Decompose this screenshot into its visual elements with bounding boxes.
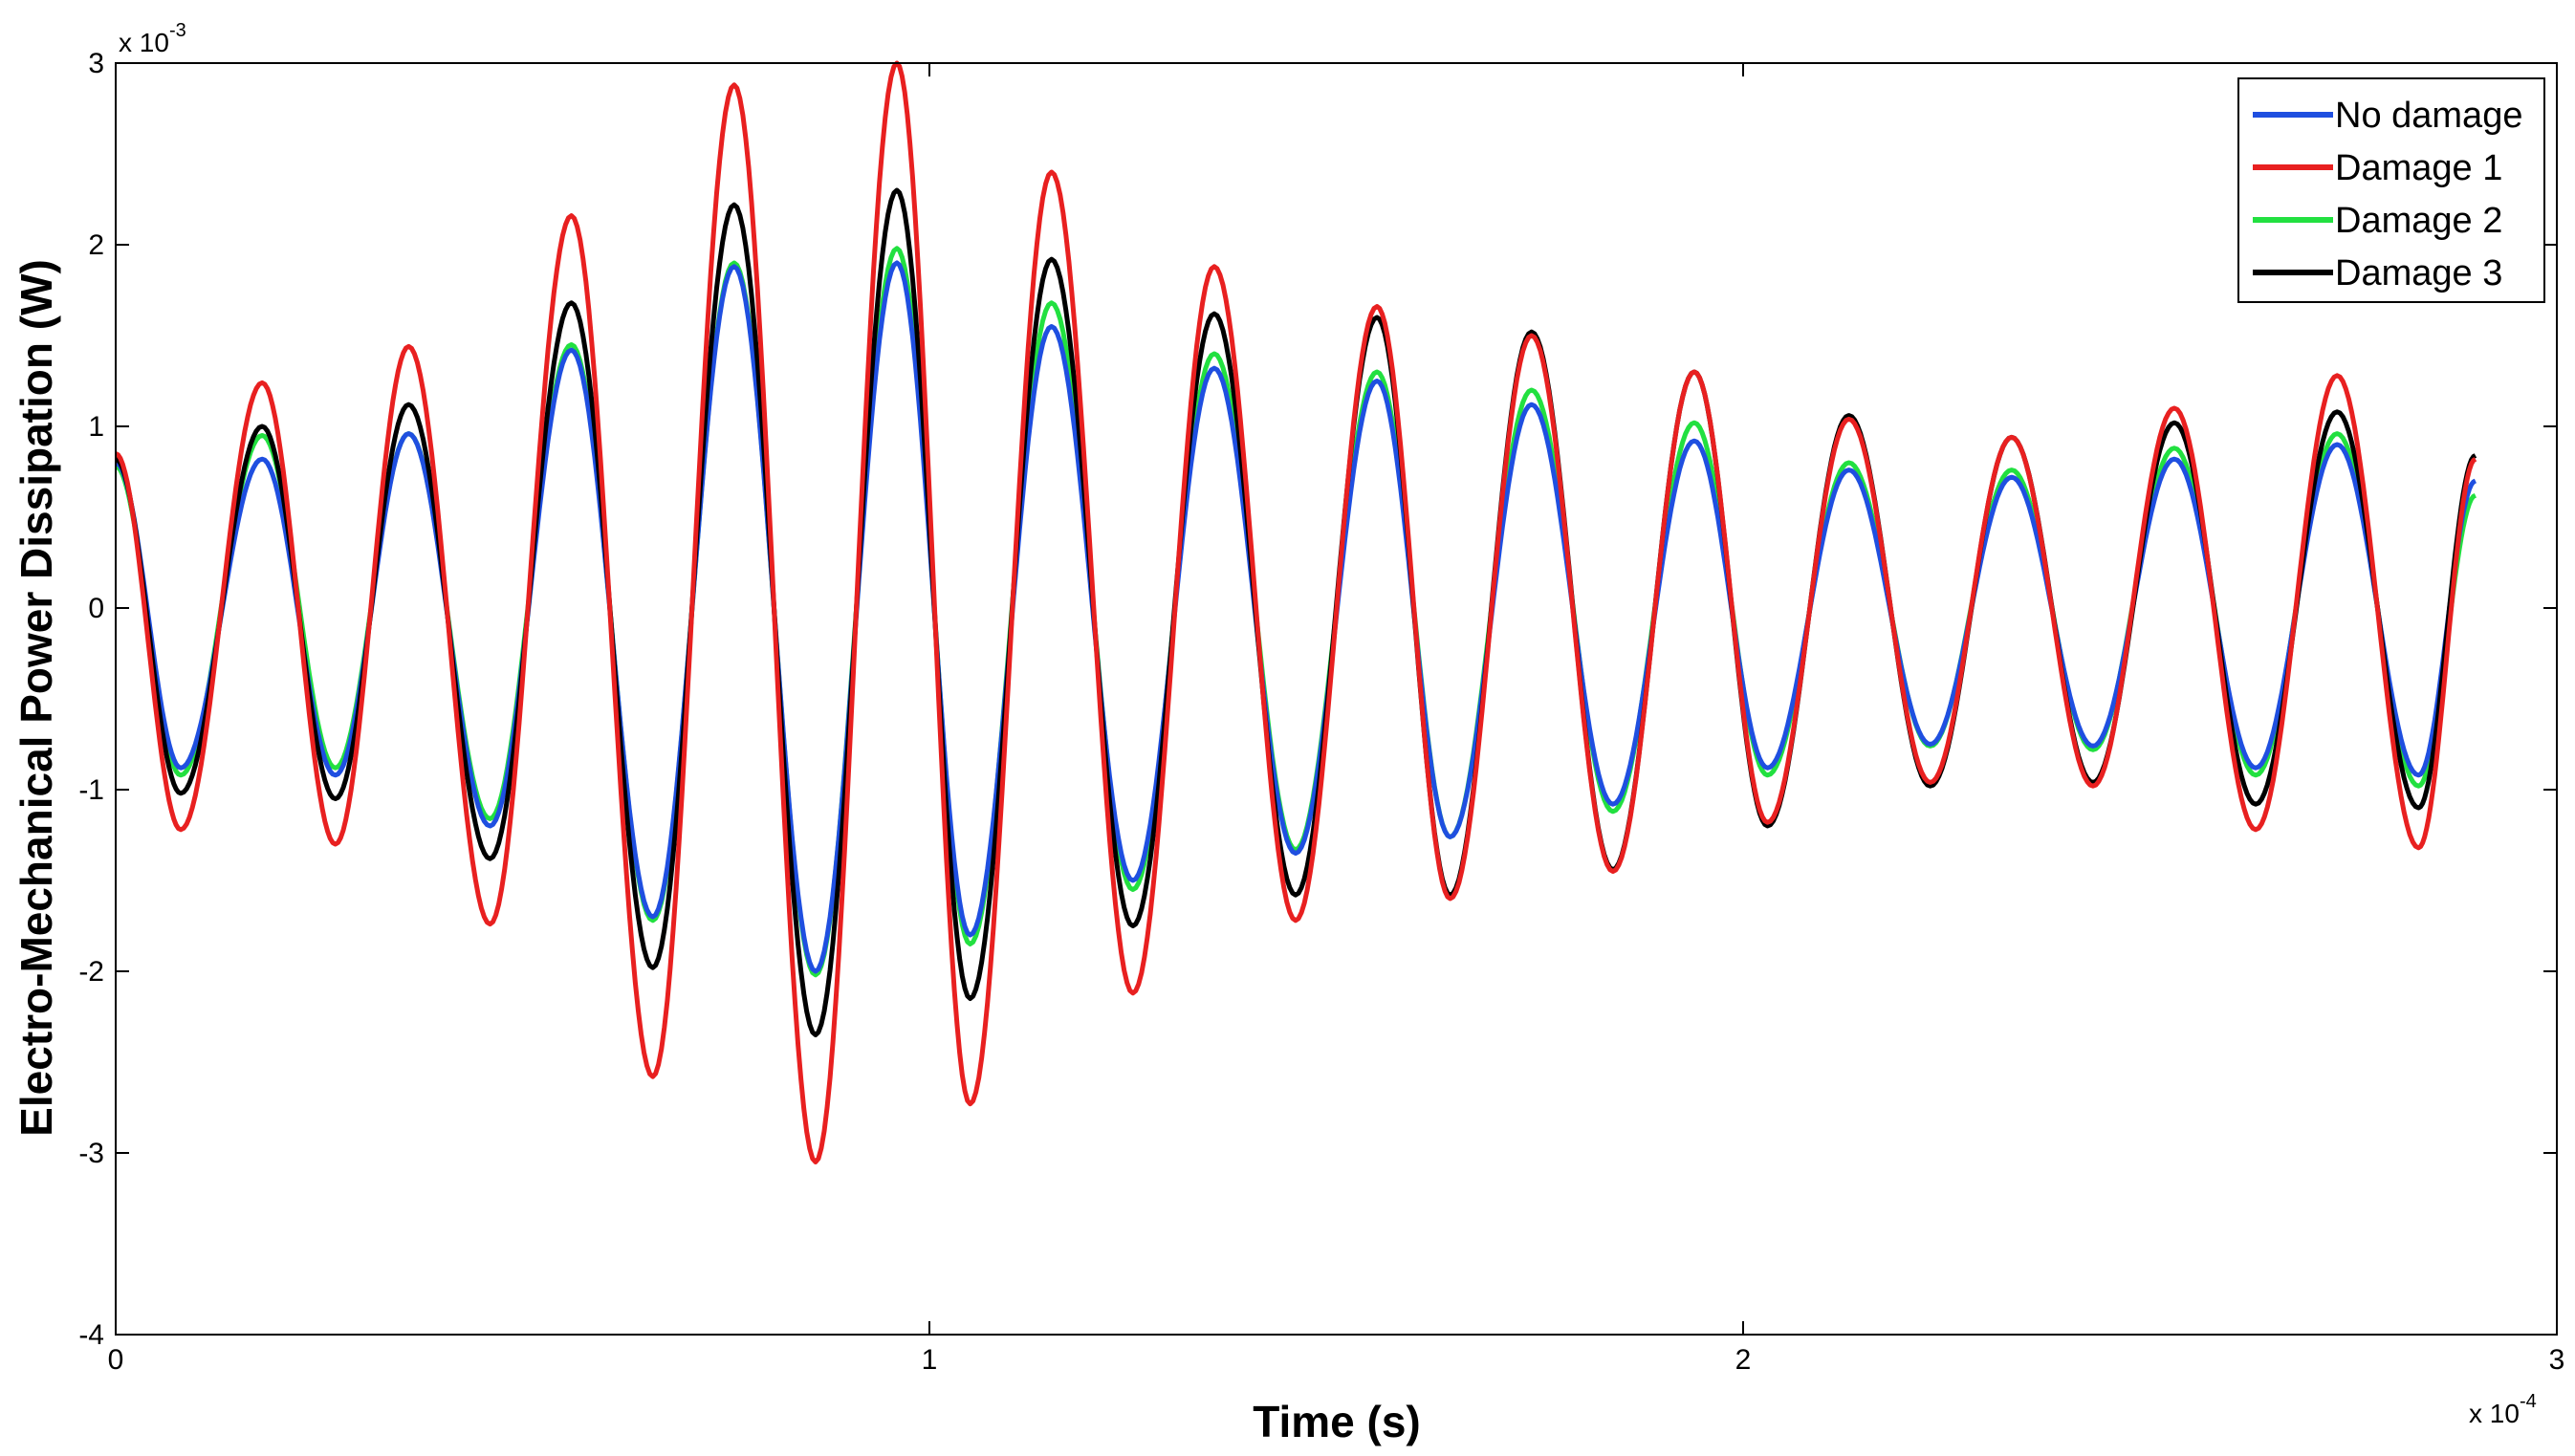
x-axis-title: Time (s)	[1253, 1397, 1421, 1446]
y-multiplier-label: x 10-3	[119, 20, 186, 57]
y-tick-label: 1	[88, 411, 104, 443]
y-axis-title: Electro-Mechanical Power Dissipation (W)	[11, 259, 61, 1137]
y-tick-label: -2	[78, 956, 104, 988]
series-line-damage-1	[114, 60, 2477, 1164]
x-tick-label: 2	[1735, 1344, 1752, 1376]
x-multiplier-exponent: -4	[2520, 1391, 2537, 1412]
plot-area-frame	[115, 62, 2558, 1336]
series-layer	[114, 60, 2477, 1164]
x-tick-label: 3	[2549, 1344, 2565, 1376]
x-tick-label: 1	[922, 1344, 938, 1376]
series-line-no-damage	[115, 260, 2477, 974]
series-line-damage-2	[115, 246, 2477, 978]
legend-label-no-damage: No damage	[2335, 96, 2522, 136]
y-tick-label: 0	[88, 593, 104, 624]
y-tick-label: -4	[78, 1319, 104, 1351]
y-tick-label: -1	[78, 774, 104, 806]
legend-label-damage-3: Damage 3	[2335, 253, 2502, 293]
x-tick-label: 0	[108, 1344, 124, 1376]
x-multiplier-label: x 10-4	[2469, 1391, 2537, 1428]
y-multiplier-exponent: -3	[169, 20, 186, 41]
ticks-layer: 0 1 2 3 -4 -3 -2 -1 0 1 2 3	[78, 48, 2564, 1376]
y-tick-label: 2	[88, 229, 104, 261]
legend-label-damage-1: Damage 1	[2335, 148, 2502, 188]
y-tick-label: -3	[78, 1138, 104, 1169]
legend-label-damage-2: Damage 2	[2335, 201, 2502, 241]
y-tick-label: 3	[88, 48, 104, 79]
series-line-damage-3	[114, 187, 2477, 1037]
legend: No damage Damage 1 Damage 2 Damage 3	[2237, 77, 2545, 303]
